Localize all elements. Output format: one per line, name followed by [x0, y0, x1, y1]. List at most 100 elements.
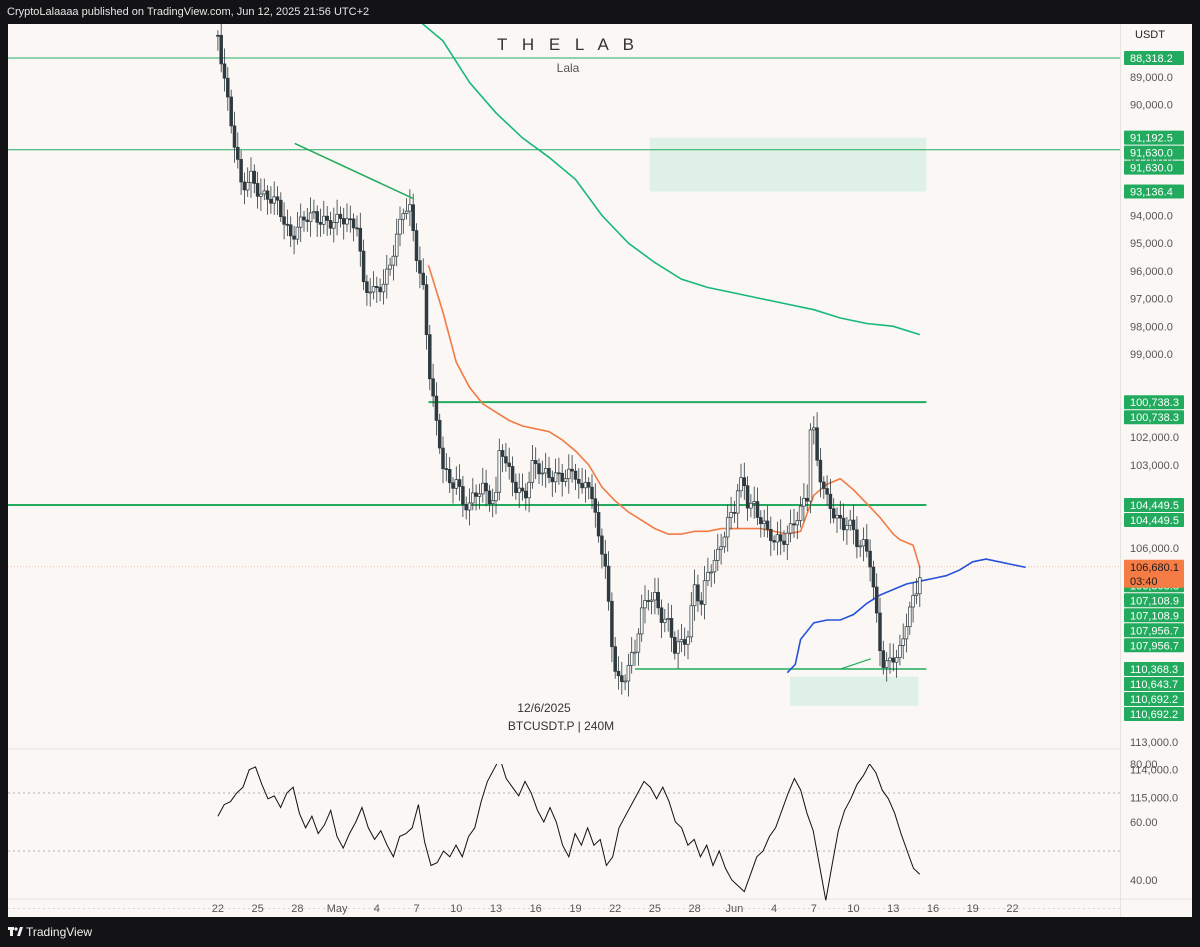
price-tick-label: 98,000.0	[1130, 321, 1173, 333]
price-label-badge	[1124, 145, 1184, 160]
candle-body	[702, 580, 707, 605]
price-label-text: 110,692.2	[1130, 709, 1178, 721]
candle-body	[279, 199, 283, 218]
candle-body	[394, 233, 399, 257]
candle-body	[530, 460, 535, 483]
candle-body	[494, 491, 498, 502]
candle-body	[338, 213, 343, 219]
candle-body	[533, 460, 538, 465]
price-label-text: 110,692.2	[1130, 694, 1178, 706]
candle-body	[245, 182, 250, 191]
candle-body	[259, 193, 263, 197]
candle-body	[729, 512, 733, 518]
candle-body	[269, 199, 273, 204]
candle-body	[553, 472, 558, 483]
candle-body	[666, 618, 670, 620]
candle-body	[255, 183, 260, 197]
tradingview-logo-icon	[8, 927, 23, 936]
chart-frame: 89,000.090,000.092,000.094,000.095,000.0…	[8, 24, 1192, 917]
candle-body	[315, 211, 319, 223]
candle-body	[332, 222, 336, 229]
candle-body	[434, 395, 439, 421]
candle-body	[785, 532, 790, 545]
candle-body	[845, 524, 849, 531]
candle-body	[769, 528, 773, 541]
candle-body	[808, 429, 813, 502]
candle-body	[431, 378, 435, 397]
price-label-text: 107,956.7	[1130, 640, 1179, 652]
candle-body	[878, 612, 882, 652]
candle-body	[620, 675, 624, 682]
candle-body	[441, 447, 445, 469]
candle-body	[484, 482, 488, 492]
price-label-text: 104,449.5	[1130, 515, 1179, 527]
candle-body	[444, 468, 449, 470]
candle-body	[285, 223, 290, 226]
time-tick-label: 22	[1006, 903, 1018, 915]
candle-body	[593, 498, 598, 513]
candle-body	[636, 633, 641, 653]
candle-body	[348, 218, 353, 221]
candle-body	[586, 482, 591, 488]
time-tick-label: 28	[291, 903, 303, 915]
candle-body	[719, 546, 723, 550]
candle-body	[805, 497, 809, 502]
candle-body	[679, 639, 684, 643]
price-label-text: 88,318.2	[1130, 53, 1173, 65]
candle-body	[603, 553, 608, 567]
candle-body	[298, 216, 303, 228]
candle-body	[570, 468, 574, 472]
candle-body	[868, 550, 872, 568]
candle-body	[351, 218, 356, 229]
candle-body	[537, 463, 541, 475]
candle-body	[851, 519, 856, 531]
candle-body	[706, 571, 710, 582]
candle-body	[457, 479, 462, 487]
candle-body	[739, 477, 743, 492]
time-tick-label: 10	[450, 903, 462, 915]
candle-body	[908, 606, 912, 628]
symbol-label: BTCUSDT.P | 240M	[508, 719, 614, 733]
candle-body	[782, 540, 786, 545]
candle-body	[759, 517, 763, 525]
price-label-badge	[1124, 707, 1184, 721]
candle-body	[504, 456, 508, 464]
last-price-text: 106,680.1	[1130, 562, 1179, 574]
candle-body	[898, 645, 902, 658]
publisher-header: CryptoLalaaaa published on TradingView.c…	[0, 0, 1200, 24]
candle-body	[573, 470, 578, 480]
candle-body	[292, 235, 296, 240]
candle-body	[911, 595, 915, 608]
candle-body	[414, 230, 419, 261]
candle-body	[626, 665, 631, 682]
candle-body	[517, 487, 521, 493]
candle-body	[481, 482, 485, 495]
candle-body	[752, 501, 756, 504]
candle-body	[745, 485, 750, 509]
candle-body	[282, 216, 286, 225]
candle-body	[918, 577, 922, 595]
candle-body	[325, 215, 329, 221]
candle-body	[835, 514, 839, 519]
candle-body	[600, 535, 604, 555]
trendline	[294, 142, 415, 200]
candle-body	[778, 534, 783, 542]
rising-support-line	[840, 658, 871, 670]
candle-body	[914, 593, 919, 596]
price-label-badge	[1124, 160, 1184, 175]
candle-body	[557, 472, 561, 475]
candle-body	[623, 680, 627, 683]
candle-body	[841, 517, 846, 531]
candle-body	[682, 639, 687, 645]
candle-body	[858, 545, 862, 548]
price-label-text: 91,630.0	[1130, 163, 1173, 175]
price-tick-label: 99,000.0	[1130, 349, 1173, 361]
candle-body	[861, 539, 866, 547]
candle-body	[722, 536, 727, 548]
price-tick-label: 114,000.0	[1130, 765, 1178, 777]
time-tick-label: May	[327, 903, 348, 915]
candle-body	[381, 283, 386, 293]
chart-canvas[interactable]: 89,000.090,000.092,000.094,000.095,000.0…	[8, 24, 1192, 917]
price-tick-label: 115,000.0	[1130, 792, 1178, 804]
candle-body	[815, 427, 819, 461]
